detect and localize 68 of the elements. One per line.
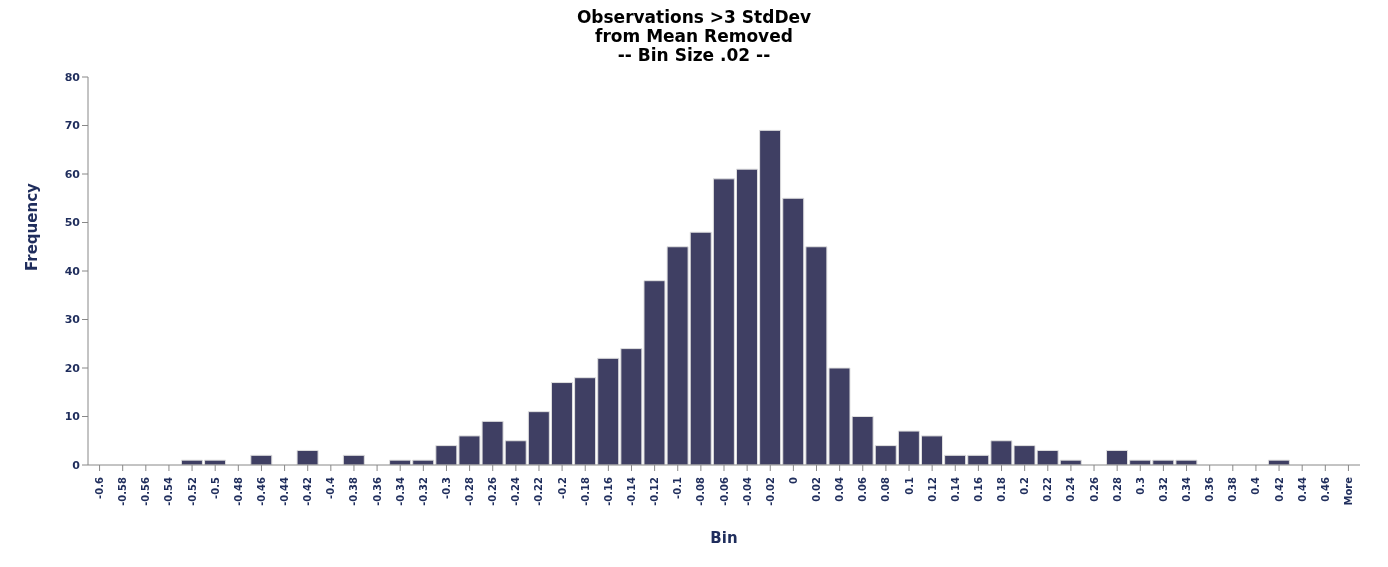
x-tick-label: 0.04 xyxy=(834,476,846,502)
y-tick-label: 60 xyxy=(64,167,81,181)
x-tick-label: -0.14 xyxy=(625,476,637,506)
x-tick-label: 0.46 xyxy=(1319,476,1331,502)
x-tick-label: -0.22 xyxy=(533,476,545,506)
x-tick-label: More xyxy=(1342,476,1354,506)
x-tick-label: -0.28 xyxy=(464,476,476,506)
x-tick-label: 0.3 xyxy=(1134,476,1146,495)
y-tick-label: 0 xyxy=(72,458,81,472)
y-axis-title: Frequency xyxy=(23,182,42,271)
x-tick-label: 0.4 xyxy=(1250,476,1262,495)
x-tick-label: -0.5 xyxy=(209,476,221,499)
x-tick-label: 0.1 xyxy=(903,476,915,495)
x-tick-label: -0.54 xyxy=(163,476,175,506)
x-tick-label: -0.6 xyxy=(94,476,106,499)
x-tick-label: 0.2 xyxy=(1019,476,1031,495)
x-tick-label: 0.24 xyxy=(1065,476,1077,502)
x-tick-label: 0.12 xyxy=(926,476,938,502)
bar xyxy=(296,449,319,465)
x-tick-label: 0.14 xyxy=(949,476,961,502)
x-tick-label: -0.48 xyxy=(232,476,244,506)
x-axis-title: Bin xyxy=(710,529,738,547)
x-tick-label: -0.18 xyxy=(579,476,591,506)
x-tick-label: 0.16 xyxy=(972,476,984,502)
y-tick-label: 70 xyxy=(64,119,81,133)
x-tick-label: 0.22 xyxy=(1042,476,1054,502)
y-tick-label: 20 xyxy=(64,361,81,375)
x-tick-label: -0.58 xyxy=(117,476,129,506)
x-tick-label: -0.1 xyxy=(672,476,684,499)
y-tick-label: 10 xyxy=(64,410,81,424)
x-tick-label: -0.02 xyxy=(764,476,776,506)
y-tick-label: 80 xyxy=(64,70,81,84)
x-tick-label: 0.06 xyxy=(857,476,869,502)
chart-title: Observations >3 StdDev from Mean Removed -- Bin Size .02 -- xyxy=(575,7,813,65)
x-tick-label: -0.38 xyxy=(348,476,360,506)
x-tick-label: 0.36 xyxy=(1204,476,1216,502)
x-tick-label: 0.42 xyxy=(1273,476,1285,502)
y-tick-label: 40 xyxy=(64,264,81,278)
x-tick-label: 0.44 xyxy=(1296,476,1308,502)
x-tick-label: -0.52 xyxy=(186,476,198,506)
x-tick-label: -0.34 xyxy=(394,476,406,506)
y-tick-label: 30 xyxy=(64,313,81,327)
x-tick-label: -0.06 xyxy=(718,476,730,506)
x-tick-label: -0.4 xyxy=(325,476,337,499)
x-tick-label: 0.38 xyxy=(1227,476,1239,502)
x-tick-label: -0.36 xyxy=(371,476,383,506)
x-tick-label: -0.04 xyxy=(741,476,753,506)
x-tick-label: -0.44 xyxy=(279,476,291,506)
x-tick-label: 0.26 xyxy=(1088,476,1100,502)
x-tick-label: 0.34 xyxy=(1181,476,1193,502)
x-tick-label: -0.56 xyxy=(140,476,152,506)
x-tick-label: -0.42 xyxy=(302,476,314,506)
x-tick-label: 0.18 xyxy=(996,476,1008,502)
x-tick-label: -0.12 xyxy=(649,476,661,506)
x-tick-label: -0.32 xyxy=(417,476,429,506)
x-tick-label: -0.26 xyxy=(487,476,499,506)
x-tick-label: -0.08 xyxy=(695,476,707,506)
x-tick-label: 0.08 xyxy=(880,476,892,502)
x-tick-label: 0.02 xyxy=(811,476,823,502)
x-tick-label: 0.32 xyxy=(1157,476,1169,502)
x-tick-label: 0.28 xyxy=(1111,476,1123,502)
x-tick-label: 0 xyxy=(787,476,799,484)
x-tick-label: -0.24 xyxy=(510,476,522,506)
x-tick-label: -0.16 xyxy=(602,476,614,506)
x-tick-label: -0.46 xyxy=(255,476,267,506)
y-tick-label: 50 xyxy=(64,216,81,230)
x-tick-label: -0.2 xyxy=(556,476,568,499)
x-tick-label: -0.3 xyxy=(440,476,452,499)
